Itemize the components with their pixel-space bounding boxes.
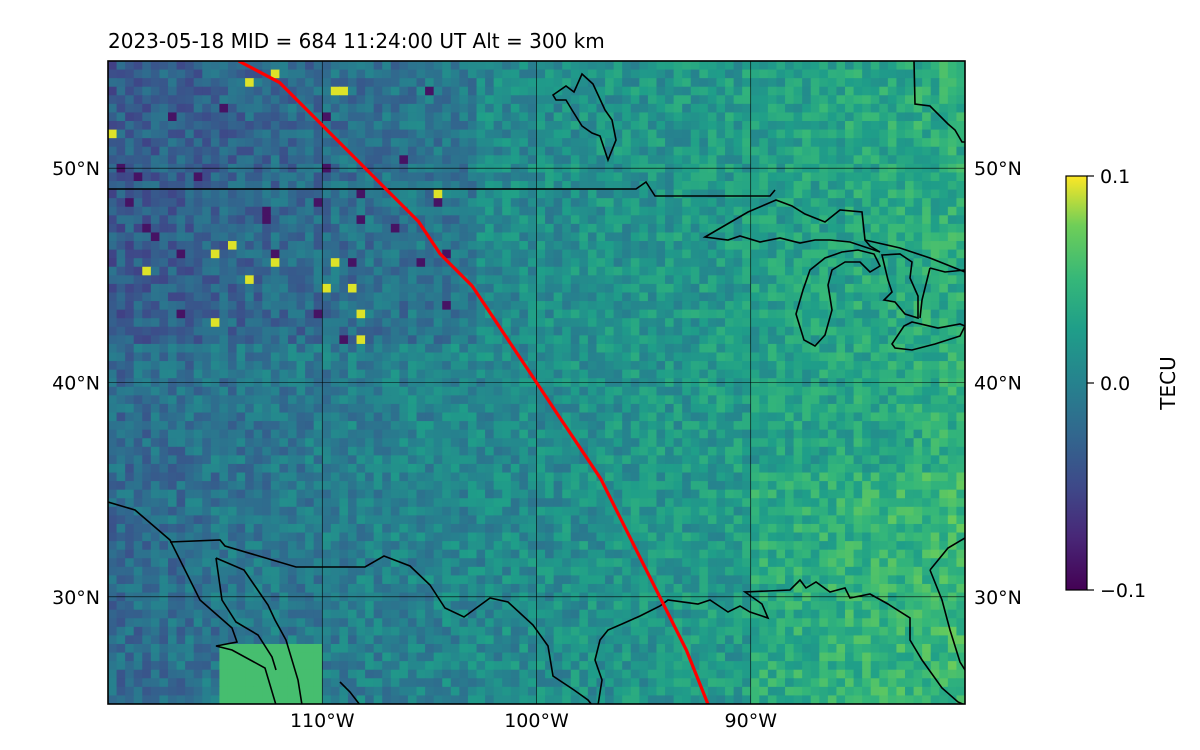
lat-tick-label-left: 30°N [52,587,100,609]
lake-superior [702,199,881,253]
map-title: 2023-05-18 MID = 684 11:24:00 UT Alt = 3… [108,29,605,53]
lat-tick-label-right: 30°N [974,587,1022,609]
baja-california [108,501,277,704]
map-panel: 110°W 100°W 90°W 50°N 50°N 40°N 40°N 30°N 30°N [52,60,1022,732]
map-frame [107,60,966,705]
lon-tick-label: 100°W [504,710,569,732]
lake-ontario-edge [919,267,965,319]
lat-tick-labels: 50°N 50°N 40°N 40°N 30°N 30°N [52,158,1022,609]
lake-huron [880,253,919,320]
colorbar-tick-label: −0.1 [1100,580,1146,602]
florida-coast [929,537,965,671]
hudson-bay-edge [913,61,965,143]
coast-segment [339,681,361,704]
tec-heatmap [108,61,965,704]
us-canada-border [108,180,776,197]
northern-lake [551,72,617,163]
colorbar: 0.1 0.0 −0.1 TECU [1065,166,1180,602]
colorbar-label: TECU [1156,356,1180,410]
lon-tick-label: 110°W [290,710,355,732]
lake-michigan [795,249,882,348]
satellite-track [237,61,710,704]
lon-tick-labels: 110°W 100°W 90°W [290,710,777,732]
gulf-of-california-west [215,557,303,704]
map-gridlines [108,61,965,704]
lat-tick-label-left: 40°N [52,373,100,395]
coastlines [108,61,965,704]
us-mexico-border [169,539,593,704]
great-lakes-boundary [864,239,965,273]
lake-erie [891,321,965,351]
lat-tick-label-right: 50°N [974,158,1022,180]
colorbar-gradient [1065,175,1088,591]
lat-tick-label-left: 50°N [52,158,100,180]
colorbar-tick-label: 0.1 [1100,166,1130,188]
colorbar-tick-label: 0.0 [1100,373,1130,395]
gulf-coast-mexico [594,578,965,704]
lon-tick-label: 90°W [725,710,778,732]
colorbar-ticks: 0.1 0.0 −0.1 [1087,166,1146,602]
lat-tick-label-right: 40°N [974,373,1022,395]
gulf-of-california-east [215,557,277,671]
